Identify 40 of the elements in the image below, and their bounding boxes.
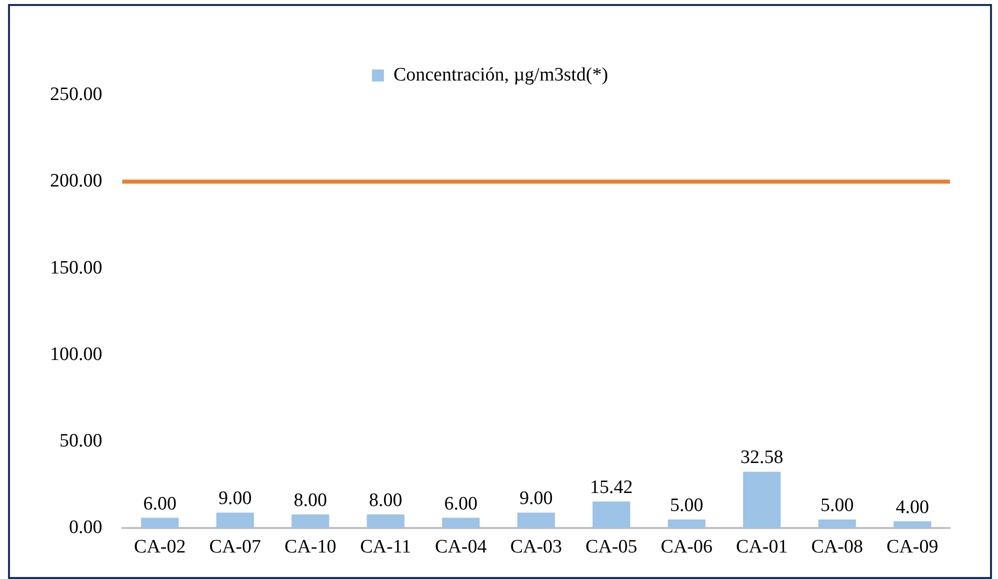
data-label: 9.00 — [520, 488, 553, 510]
x-tick-label: CA-08 — [811, 536, 863, 558]
data-label: 8.00 — [369, 490, 402, 511]
x-tick-label: CA-06 — [660, 536, 712, 558]
x-tick-label: CA-07 — [209, 536, 261, 558]
bar — [592, 501, 630, 528]
x-tick-label: CA-05 — [586, 536, 638, 558]
x-tick-label: CA-02 — [134, 536, 186, 558]
x-tick-label: CA-04 — [435, 536, 488, 558]
y-tick-label: 0.00 — [69, 517, 102, 538]
bar — [894, 521, 932, 528]
bar — [442, 518, 480, 528]
x-tick-label: CA-03 — [510, 536, 562, 558]
y-tick-label: 200.00 — [50, 170, 102, 192]
x-tick-label: CA-09 — [886, 536, 938, 558]
x-tick-label: CA-01 — [736, 536, 788, 558]
legend-label: Concentración, µg/m3std(*) — [393, 64, 608, 86]
bar — [366, 514, 404, 528]
data-label: 9.00 — [218, 488, 252, 510]
bar — [292, 514, 330, 528]
y-tick-label: 150.00 — [50, 257, 102, 278]
data-label: 6.00 — [444, 493, 478, 514]
bar — [141, 518, 179, 528]
x-tick-label: CA-11 — [360, 536, 412, 558]
data-label: 8.00 — [294, 490, 327, 511]
y-tick-label: 250.00 — [50, 84, 102, 105]
y-tick-label: 100.00 — [50, 344, 102, 365]
bar — [216, 512, 254, 528]
bar — [517, 512, 555, 528]
data-label: 4.00 — [896, 496, 929, 518]
bar — [668, 520, 706, 528]
y-tick-label: 50.00 — [60, 430, 102, 452]
data-label: 5.00 — [670, 495, 704, 516]
data-label: 5.00 — [820, 495, 854, 516]
data-label: 15.42 — [590, 476, 633, 498]
data-label: 32.58 — [740, 447, 784, 468]
x-tick-label: CA-10 — [284, 536, 336, 558]
bar — [743, 472, 781, 528]
data-label: 6.00 — [143, 493, 176, 514]
bar — [818, 520, 856, 528]
